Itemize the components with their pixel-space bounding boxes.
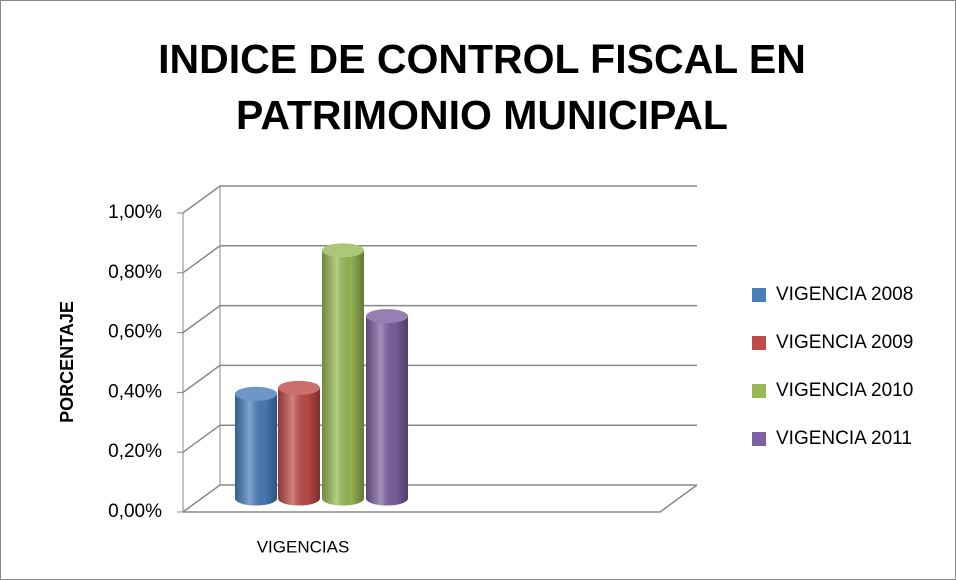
floor bbox=[183, 484, 698, 513]
y-axis-label: PORCENTAJE bbox=[57, 301, 77, 423]
y-tick-label: 0,20% bbox=[108, 441, 162, 462]
grid-line bbox=[182, 364, 697, 394]
y-tick-label: 0,40% bbox=[108, 381, 162, 402]
legend-swatch bbox=[752, 288, 766, 302]
bar-top-shade bbox=[278, 380, 320, 395]
bar-shade bbox=[278, 387, 320, 506]
y-tick-label: 0,80% bbox=[108, 262, 162, 283]
bar-top bbox=[235, 386, 277, 401]
chart-title: PATRIMONIO MUNICIPAL bbox=[236, 92, 728, 138]
legend-label: VIGENCIA 2008 bbox=[776, 284, 913, 305]
grid-line bbox=[182, 424, 697, 453]
y-tick-label: 0,60% bbox=[108, 322, 162, 343]
legend-label: VIGENCIA 2009 bbox=[776, 332, 913, 353]
y-tick-label: 1,00% bbox=[108, 202, 162, 223]
legend-label: VIGENCIA 2010 bbox=[776, 380, 913, 401]
grid-line bbox=[182, 245, 697, 274]
legend-label: VIGENCIA 2011 bbox=[776, 428, 912, 449]
legend-swatch bbox=[752, 336, 766, 350]
legend-swatch bbox=[752, 384, 766, 398]
chart-title: INDICE DE CONTROL FISCAL EN bbox=[158, 36, 806, 82]
grid-line bbox=[182, 185, 697, 214]
x-tick-label: VIGENCIAS bbox=[257, 537, 350, 556]
legend-swatch bbox=[752, 432, 766, 446]
y-tick-label: 0,00% bbox=[108, 501, 162, 522]
grid-line bbox=[182, 484, 697, 513]
grid-line bbox=[182, 304, 697, 334]
bar-top-shade bbox=[366, 309, 408, 324]
bar-top-shade bbox=[235, 386, 277, 401]
bar-top-shade bbox=[322, 243, 364, 258]
bar-top bbox=[322, 243, 364, 258]
bar-shade bbox=[235, 393, 277, 506]
bar-shade bbox=[322, 250, 364, 506]
bar-top bbox=[278, 380, 320, 395]
bar-top bbox=[366, 309, 408, 324]
bar-shade bbox=[366, 316, 408, 506]
